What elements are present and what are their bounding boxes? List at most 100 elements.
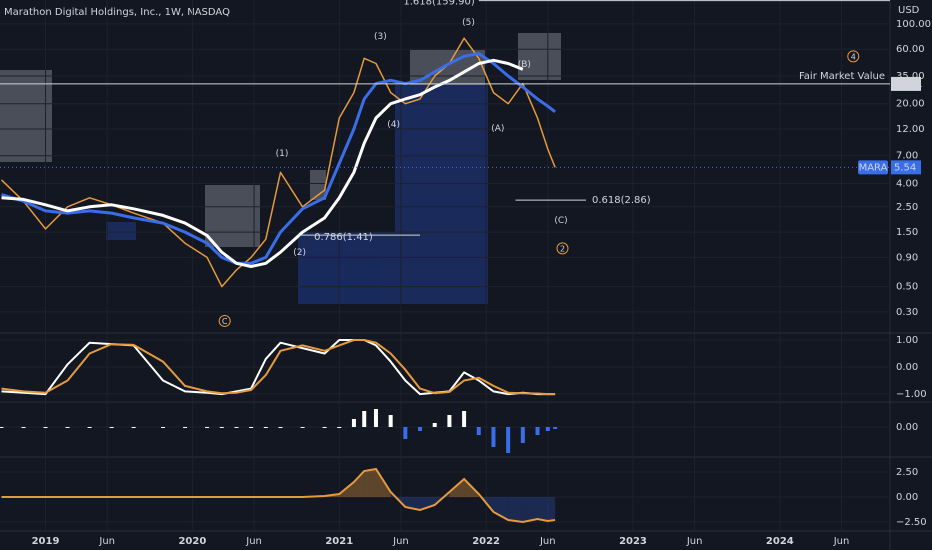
series-line <box>1 52 557 265</box>
symbol-tag-text: MARA <box>859 162 888 173</box>
histogram-bar <box>520 427 525 443</box>
y-tick-label: 35.00 <box>896 71 925 82</box>
x-tick-label: Jun <box>98 536 115 547</box>
zone <box>410 50 485 90</box>
annotation: (3) <box>374 32 387 42</box>
y-tick-label: 1.00 <box>896 335 918 346</box>
histogram-bar <box>373 409 378 427</box>
y-tick-label: 12.00 <box>896 124 925 135</box>
y-tick-label: 0.30 <box>896 307 918 318</box>
series-line <box>1 58 524 268</box>
zone <box>106 222 136 240</box>
zone <box>298 232 395 304</box>
area-fill <box>547 497 556 521</box>
price-tag-text: 5.54 <box>894 162 916 173</box>
annotation: (4) <box>387 120 400 130</box>
histogram-bar <box>87 427 92 428</box>
x-tick-label: Jun <box>833 536 850 547</box>
series-line <box>1 339 556 396</box>
histogram-bar <box>183 427 188 428</box>
histogram-bar <box>418 427 423 431</box>
histogram-bar <box>476 427 481 435</box>
histogram-bar <box>432 423 437 427</box>
annotation-circle <box>556 242 569 255</box>
price-tag-text: 29.81 <box>894 79 923 90</box>
area-fill <box>353 471 365 497</box>
price-tag <box>891 76 921 91</box>
histogram-bar <box>249 427 254 428</box>
y-tick-label: 20.00 <box>896 99 925 110</box>
annotation-circle <box>218 314 231 327</box>
annotation: (1) <box>276 149 289 159</box>
histogram-bar <box>388 415 393 427</box>
currency: USD <box>898 5 920 16</box>
y-tick-label: 0.00 <box>896 422 918 433</box>
histogram-bar <box>506 427 511 453</box>
x-tick-label: Jun <box>245 536 262 547</box>
price-tag <box>891 160 921 175</box>
zone <box>518 33 561 80</box>
zone <box>205 185 260 247</box>
annotation-circle <box>847 50 860 63</box>
histogram-bar <box>278 427 283 428</box>
histogram-bar <box>491 427 496 447</box>
histogram-bar <box>300 427 305 428</box>
y-tick-label: 0.00 <box>896 492 918 503</box>
x-tick-label: 2019 <box>32 536 60 547</box>
annotation: (C) <box>554 216 567 226</box>
y-tick-label: 0.50 <box>896 282 918 293</box>
x-tick-label: Jun <box>392 536 409 547</box>
x-tick-label: Jun <box>686 536 703 547</box>
chart-title: Marathon Digital Holdings, Inc., 1W, NAS… <box>4 7 230 18</box>
histogram-bar <box>362 411 367 427</box>
x-tick-label: 2022 <box>472 536 500 547</box>
series-line <box>0 37 556 288</box>
annotation: (B) <box>518 60 531 70</box>
level-label: 0.786(1.41) <box>314 232 373 243</box>
level-label: 1.618(159.90) <box>403 0 475 8</box>
area-fill <box>493 497 509 520</box>
zone <box>395 85 488 304</box>
x-tick-label: 2024 <box>766 536 794 547</box>
area-fill <box>522 497 538 522</box>
x-tick-label: Jun <box>539 536 556 547</box>
histogram-bar <box>553 427 558 429</box>
histogram-bar <box>65 427 70 428</box>
histogram-bar <box>535 427 540 435</box>
y-tick-label: −2.50 <box>896 517 927 528</box>
area-fill <box>537 497 548 521</box>
y-tick-label: 0.90 <box>896 252 918 263</box>
histogram-bar <box>234 427 239 428</box>
y-tick-label: 2.50 <box>896 467 918 478</box>
histogram-bar <box>403 427 408 439</box>
histogram-bar <box>21 427 26 428</box>
y-tick-label: 0.00 <box>896 362 918 373</box>
zone <box>0 70 52 162</box>
histogram-bar <box>219 427 224 428</box>
x-tick-label: 2020 <box>178 536 206 547</box>
y-tick-label: 2.50 <box>896 202 918 213</box>
histogram-bar <box>447 415 452 427</box>
area-fill <box>508 497 523 522</box>
histogram-bar <box>462 411 467 427</box>
histogram-bar <box>351 419 356 427</box>
histogram-bar <box>263 427 268 428</box>
histogram-bar <box>131 427 136 428</box>
y-tick-label: 60.00 <box>896 44 925 55</box>
level-label: 0.618(2.86) <box>592 195 651 206</box>
annotation: (5) <box>462 18 475 28</box>
histogram-bar <box>109 427 114 428</box>
annotation: C <box>222 317 228 326</box>
area-line <box>1 467 556 524</box>
histogram-bar <box>545 427 550 431</box>
y-tick-label: 4.00 <box>896 178 918 189</box>
histogram-bar <box>322 427 327 428</box>
symbol-tag <box>858 160 888 175</box>
histogram-bar <box>205 427 210 428</box>
x-tick-label: 2021 <box>325 536 353 547</box>
area-fill <box>364 469 376 497</box>
x-tick-label: 2023 <box>619 536 647 547</box>
level-label: Fair Market Value <box>799 71 885 82</box>
histogram-bar <box>161 427 166 428</box>
